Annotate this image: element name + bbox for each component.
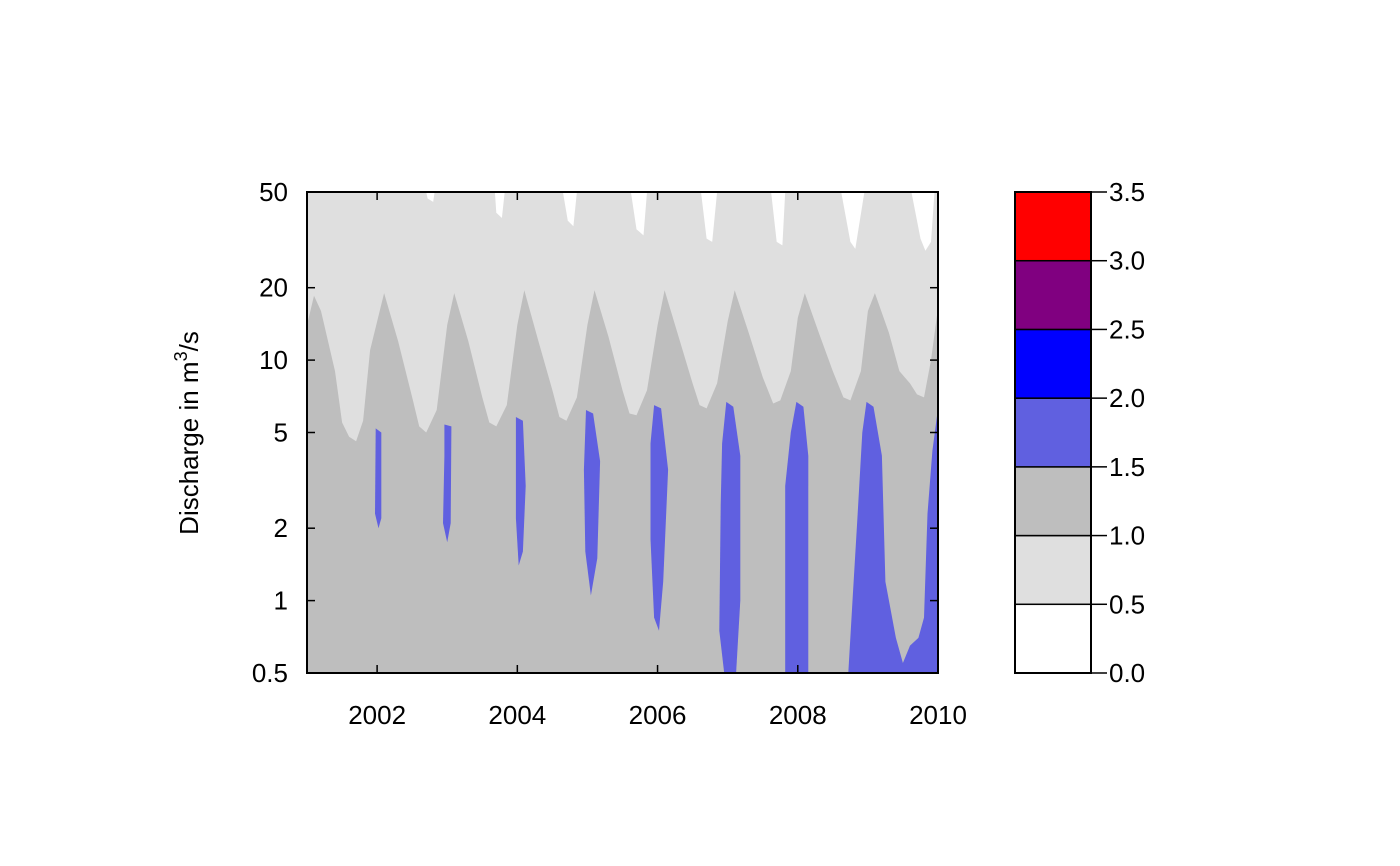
y-axis-label-superscript: 3	[171, 351, 191, 361]
contour-region-below-0-5-1	[426, 192, 435, 202]
y-tick-label: 10	[259, 345, 288, 375]
contour-region-1-5-to-2-0-3	[515, 417, 526, 566]
colorbar-tick-label: 1.0	[1109, 521, 1145, 551]
colorbar-swatch	[1014, 328, 1092, 399]
colorbar-tick-label: 0.0	[1109, 658, 1145, 688]
contour-region-1-5-to-2-0-8	[848, 401, 938, 673]
colorbar-tick-label: 3.5	[1109, 177, 1145, 207]
contour-region-below-0-5-6	[771, 192, 786, 246]
colorbar-tick-label: 2.0	[1109, 383, 1145, 413]
contour-region-below-0-5-3	[562, 192, 577, 227]
y-tick-label: 50	[259, 177, 288, 207]
x-tick-label: 2010	[909, 700, 967, 730]
x-axis: 2002 2004 2006 2008 2010	[348, 192, 967, 730]
y-tick-label: 1	[274, 586, 288, 616]
contour-region-1-5-to-2-0-7	[785, 401, 809, 673]
y-axis-label: Discharge in m3/s	[171, 331, 204, 535]
y-axis: 0.5 1 2 5 10 20 50	[252, 177, 938, 688]
colorbar-swatch	[1014, 603, 1092, 674]
contour-region-1-5-to-2-0-4	[583, 410, 601, 596]
colorbar-swatch	[1014, 191, 1092, 262]
plot-area	[307, 192, 938, 673]
contour-region-1-5-to-2-0-2	[443, 424, 452, 543]
colorbar-tick-label: 0.5	[1109, 589, 1145, 619]
contour-region-below-0-5-5	[701, 192, 718, 242]
contour-region-below-0-5-8	[911, 192, 935, 251]
y-tick-label: 0.5	[252, 658, 288, 688]
colorbar-tick-label: 3.0	[1109, 246, 1145, 276]
x-tick-label: 2006	[629, 700, 687, 730]
colorbar-frame	[1014, 191, 1092, 674]
y-axis-label-suffix: /s	[174, 331, 204, 351]
colorbar-tick-label: 1.5	[1109, 452, 1145, 482]
x-tick-label: 2002	[348, 700, 406, 730]
contour-region-1-5-to-2-0-1	[375, 428, 382, 529]
colorbar-swatch	[1014, 534, 1092, 606]
y-tick-label: 5	[274, 418, 288, 448]
contour-region-1-5-to-2-0-6	[719, 401, 741, 673]
colorbar-tick-label: 2.5	[1109, 314, 1145, 344]
x-tick-label: 2008	[769, 700, 827, 730]
contour-region-below-0-5-7	[841, 192, 865, 249]
y-tick-label: 2	[274, 513, 288, 543]
contour-region-below-0-5-4	[630, 192, 647, 236]
contour-region-below-0-5-2	[494, 192, 505, 218]
colorbar-swatch	[1014, 397, 1092, 468]
colorbar-legend: 0.0 0.5 1.0 1.5 2.0 2.5 3.0 3.5	[1014, 177, 1145, 688]
contour-band-0-5-to-1-0	[307, 192, 938, 442]
colorbar-swatch	[1014, 466, 1092, 537]
contour-region-1-5-to-2-0-5	[650, 405, 669, 631]
y-axis-label-prefix: Discharge in m	[174, 361, 204, 534]
x-tick-label: 2004	[488, 700, 546, 730]
colorbar-swatch	[1014, 259, 1092, 331]
y-tick-label: 20	[259, 273, 288, 303]
